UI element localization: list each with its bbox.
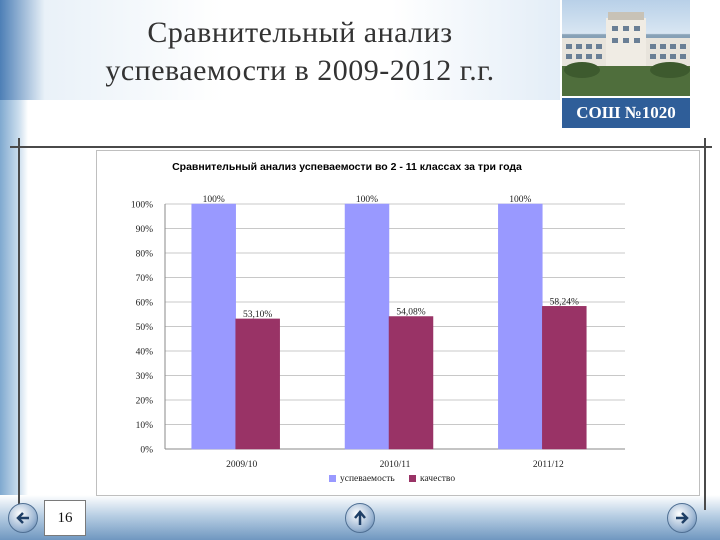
bar-uspevaemost — [498, 203, 543, 450]
arrow-left-icon — [16, 512, 29, 524]
slide-title-line2: успеваемости в 2009-2012 г.г. — [105, 54, 495, 87]
legend-label: качество — [420, 474, 455, 484]
y-tick-label: 100% — [131, 201, 153, 211]
bar-uspevaemost — [344, 203, 390, 450]
decorative-line-vertical-left — [18, 138, 20, 510]
slide-title: Сравнительный анализ успеваемости в 2009… — [40, 14, 560, 90]
school-badge: СОШ №1020 — [562, 96, 690, 128]
header-band — [0, 0, 560, 100]
chart-title: Сравнительный анализ успеваемости во 2 -… — [172, 161, 522, 173]
y-tick-label: 50% — [136, 323, 154, 333]
y-tick-label: 90% — [136, 225, 154, 235]
legend-label: успеваемость — [340, 474, 395, 484]
data-label: 100% — [203, 195, 225, 205]
decorative-line-horizontal — [10, 146, 712, 148]
page-number: 16 — [44, 500, 86, 536]
bar-kachestvo — [542, 306, 587, 450]
y-tick-label: 20% — [136, 397, 154, 407]
y-tick-label: 0% — [140, 446, 153, 456]
arrow-up-icon — [354, 510, 366, 525]
data-label: 53,10% — [243, 310, 272, 320]
arrow-right-icon — [676, 512, 689, 524]
x-tick-label: 2010/11 — [380, 460, 411, 470]
up-slide-button[interactable] — [345, 503, 375, 533]
data-label: 100% — [509, 195, 531, 205]
y-tick-label: 40% — [136, 348, 154, 358]
bar-uspevaemost — [191, 203, 236, 450]
prev-slide-button[interactable] — [8, 503, 38, 533]
chart-container: Сравнительный анализ успеваемости во 2 -… — [96, 150, 700, 496]
y-tick-label: 30% — [136, 372, 154, 382]
data-label: 58,24% — [550, 297, 579, 307]
decorative-line-vertical-right — [704, 138, 706, 510]
y-tick-label: 70% — [136, 274, 154, 284]
legend-swatch — [409, 475, 416, 482]
y-tick-label: 80% — [136, 250, 154, 260]
bar-kachestvo — [235, 318, 280, 450]
bar-kachestvo — [388, 316, 434, 450]
x-tick-label: 2009/10 — [226, 460, 257, 470]
school-photo — [562, 0, 690, 96]
legend-swatch — [329, 475, 336, 482]
bar-chart: Сравнительный анализ успеваемости во 2 -… — [131, 161, 625, 484]
school-building-illustration — [562, 12, 690, 96]
next-slide-button[interactable] — [667, 503, 697, 533]
y-tick-label: 60% — [136, 299, 154, 309]
y-tick-label: 10% — [136, 421, 154, 431]
data-label: 100% — [356, 195, 378, 205]
data-label: 54,08% — [396, 308, 425, 318]
slide-title-line1: Сравнительный анализ — [147, 16, 453, 49]
x-tick-label: 2011/12 — [533, 460, 564, 470]
